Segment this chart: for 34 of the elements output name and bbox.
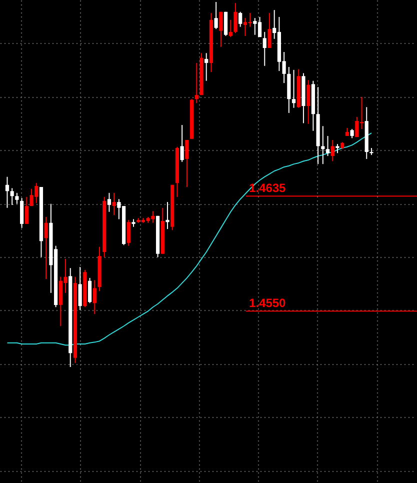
candlestick [321, 126, 325, 165]
candlestick [214, 2, 218, 30]
candlestick [10, 188, 14, 206]
candlestick [20, 198, 24, 228]
candlestick [234, 2, 238, 34]
candlestick [24, 196, 28, 224]
candlestick [350, 128, 354, 139]
candlestick [78, 266, 82, 311]
candlestick [112, 192, 116, 216]
candlestick [336, 143, 340, 154]
candlestick [219, 11, 223, 48]
candlestick [126, 219, 130, 246]
candlestick [166, 202, 170, 230]
candlestick [330, 139, 334, 162]
candlestick [15, 192, 19, 204]
candlestick [326, 135, 330, 157]
candlestick [194, 62, 198, 104]
candlestick [44, 216, 48, 280]
candlestick [292, 69, 296, 108]
candlestick [5, 176, 10, 208]
candlestick [88, 277, 92, 304]
candlestick [92, 280, 96, 315]
candlestick [185, 139, 189, 188]
candlestick [262, 31, 266, 66]
candlestick [224, 11, 228, 36]
annotation: 1.4550 [249, 296, 286, 310]
candlestick [180, 124, 184, 162]
annotation: 1.4635 [249, 181, 286, 196]
candlestick [238, 11, 242, 28]
candlestick [204, 52, 208, 82]
candlestick [228, 19, 232, 38]
candlestick [306, 80, 310, 124]
candlestick [107, 192, 112, 212]
candlestick [268, 12, 272, 48]
